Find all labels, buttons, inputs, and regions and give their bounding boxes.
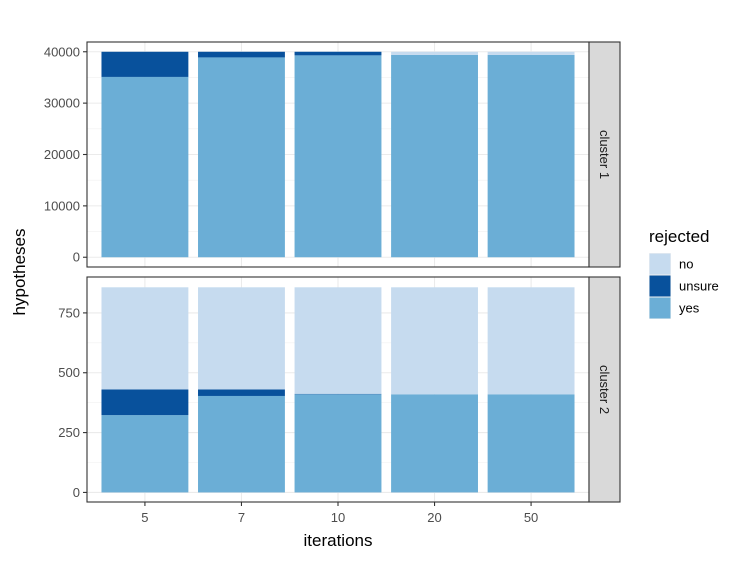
bar-segment-yes	[391, 54, 478, 258]
bar-segment-yes	[294, 55, 382, 258]
bar-segment-unsure	[294, 51, 382, 56]
facet-strip	[588, 41, 621, 268]
y-tick-label: 10000	[44, 198, 80, 213]
y-axis-title: hypotheses	[10, 229, 29, 316]
bar-segment-no	[294, 287, 382, 394]
facet-strip-label: cluster 1	[597, 130, 612, 179]
bar-segment-no	[487, 287, 575, 395]
legend-label-no: no	[679, 257, 693, 272]
legend-swatch-no	[649, 253, 671, 275]
y-tick-label: 250	[58, 425, 80, 440]
x-tick-label: 20	[427, 510, 441, 525]
facet-strip	[588, 276, 621, 503]
legend: rejected no unsure yes	[649, 227, 719, 319]
legend-label-unsure: unsure	[679, 279, 719, 294]
x-tick-label: 50	[524, 510, 538, 525]
y-tick-label: 0	[73, 485, 80, 500]
bar-segment-yes	[101, 76, 189, 258]
x-axis-title: iterations	[304, 531, 373, 550]
bar-segment-yes	[487, 394, 575, 493]
bar-segment-unsure	[198, 51, 285, 58]
facet-panel-1: 0 10000 20000 30000 40000 cluster 1	[44, 41, 621, 268]
bar-segment-yes	[391, 394, 478, 493]
y-tick-label: 0	[73, 250, 80, 265]
legend-swatch-yes	[649, 297, 671, 319]
bar-segment-no	[487, 51, 575, 55]
bar-segment-unsure	[198, 389, 285, 396]
bar-segment-no	[101, 287, 189, 390]
bar-segment-no	[198, 287, 285, 390]
x-axis: 5 7 10 20 50	[141, 502, 538, 525]
y-tick-label: 20000	[44, 147, 80, 162]
y-tick-label: 30000	[44, 96, 80, 111]
legend-swatch-unsure	[649, 275, 671, 297]
y-tick-label: 40000	[44, 44, 80, 59]
bar-segment-yes	[198, 57, 285, 258]
bar-segment-unsure	[101, 389, 189, 416]
legend-label-yes: yes	[679, 301, 700, 316]
bar-segment-yes	[294, 394, 382, 493]
facet-strip-label: cluster 2	[597, 365, 612, 414]
x-tick-label: 10	[331, 510, 345, 525]
bar-segment-yes	[487, 54, 575, 258]
bar-segment-unsure	[101, 51, 189, 77]
bar-segment-no	[391, 51, 478, 55]
chart-panels: 0 10000 20000 30000 40000 cluster 1 0 250 500 750…	[44, 41, 621, 503]
y-tick-label: 500	[58, 365, 80, 380]
bar-segment-yes	[101, 415, 189, 493]
x-tick-label: 7	[238, 510, 245, 525]
legend-title: rejected	[649, 227, 709, 246]
y-tick-label: 750	[58, 305, 80, 320]
bar-segment-yes	[198, 395, 285, 493]
bar-segment-no	[391, 287, 478, 395]
x-tick-label: 5	[141, 510, 148, 525]
facet-panel-2: 0 250 500 750 cluster 2	[58, 276, 621, 503]
